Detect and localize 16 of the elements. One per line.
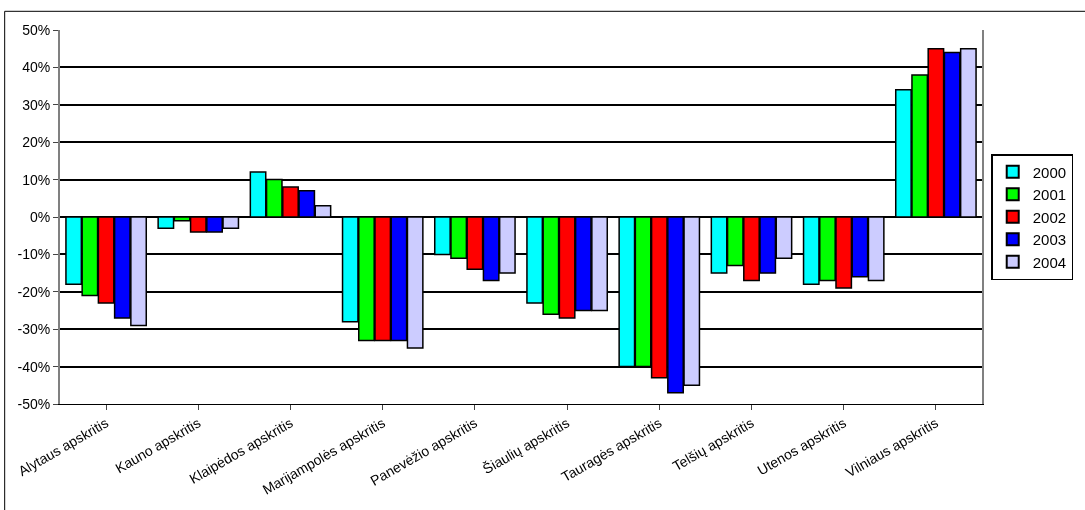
- y-tick-label: -10%: [17, 246, 51, 263]
- y-tick-label: -40%: [17, 358, 51, 375]
- y-tick-label: -30%: [17, 321, 51, 338]
- legend-label: 2003: [1032, 231, 1067, 249]
- y-tick-label: 30%: [22, 96, 51, 113]
- y-tick-label: -50%: [17, 395, 51, 412]
- legend-label: 2002: [1032, 208, 1067, 226]
- legend-label: 2004: [1032, 253, 1067, 271]
- legend-label: 2001: [1032, 186, 1067, 204]
- y-tick-label: 20%: [22, 134, 51, 151]
- y-tick-label: 40%: [22, 59, 51, 76]
- y-tick-label: -20%: [17, 283, 51, 300]
- legend-label: 2000: [1032, 163, 1067, 181]
- y-tick-label: 50%: [22, 21, 51, 38]
- y-tick-label: 10%: [22, 171, 51, 188]
- y-tick-label: 0%: [29, 208, 51, 225]
